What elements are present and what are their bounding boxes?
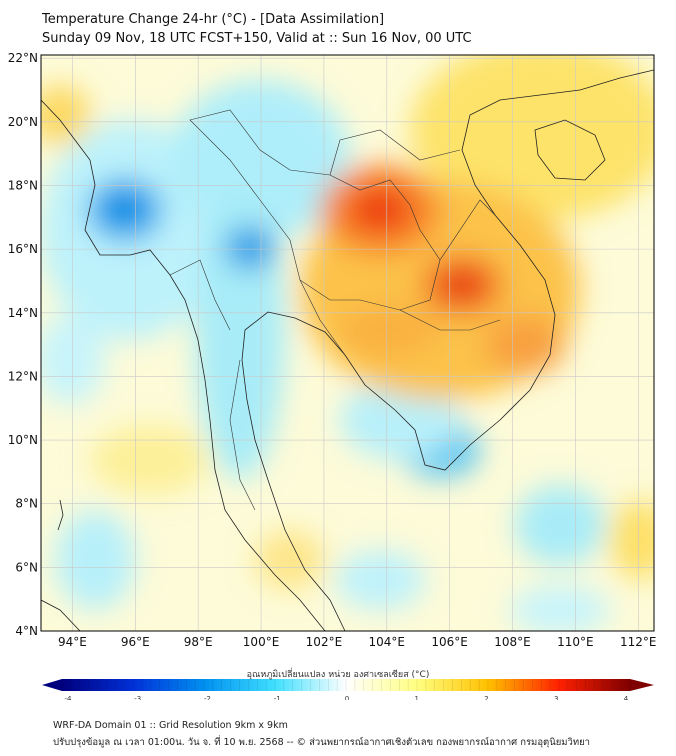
axis-ticks: 94°E 96°E 98°E 100°E 102°E 104°E 106°E 108°E 110…: [8, 51, 657, 649]
lon-tick-label: 96°E: [121, 635, 150, 649]
lat-tick-label: 8°N: [15, 497, 38, 511]
temperature-change-map: 94°E 96°E 98°E 100°E 102°E 104°E 106°E 108°E 110…: [8, 51, 657, 700]
chart-subtitle: Sunday 09 Nov, 18 UTC FCST+150, Valid at…: [42, 31, 472, 46]
colorbar-tick-label: 3: [554, 695, 558, 700]
map-frame: [40, 54, 655, 632]
lat-tick-label: 4°N: [15, 624, 38, 638]
colorbar-gradient: [62, 679, 630, 691]
coastlines: [41, 69, 654, 631]
colorbar-tick-label: -4: [65, 695, 73, 700]
lat-tick-label: 16°N: [8, 242, 38, 256]
lat-tick-label: 6°N: [15, 560, 38, 574]
lat-tick-label: 14°N: [8, 306, 38, 320]
lon-tick-label: 108°E: [494, 635, 531, 649]
colorbar-min-arrow: [42, 679, 62, 691]
lon-tick-label: 94°E: [58, 635, 87, 649]
map-field: [41, 55, 654, 631]
colorbar-tick-label: -3: [134, 695, 141, 700]
lon-tick-label: 112°E: [620, 635, 657, 649]
lon-tick-label: 102°E: [306, 635, 343, 649]
colorbar-tick-label: 2: [484, 695, 488, 700]
lat-tick-label: 12°N: [8, 369, 38, 383]
colorbar-tick-label: 1: [415, 695, 419, 700]
lat-tick-label: 10°N: [8, 433, 38, 447]
colorbar-tick-label: -1: [274, 695, 281, 700]
colorbar: -4 -3 -2 -1 0 1 2 3 4: [42, 679, 654, 700]
colorbar-tick-label: -2: [204, 695, 211, 700]
footer-update-info: ปรับปรุงข้อมูล ณ เวลา 01:00น. วัน จ. ที่…: [53, 737, 591, 748]
lon-tick-label: 110°E: [557, 635, 594, 649]
lat-tick-label: 18°N: [8, 178, 38, 192]
chart-title: Temperature Change 24-hr (°C) - [Data As…: [42, 12, 385, 27]
footer-model-info: WRF-DA Domain 01 :: Grid Resolution 9km …: [53, 720, 288, 731]
lon-tick-label: 106°E: [431, 635, 468, 649]
lon-tick-label: 100°E: [243, 635, 280, 649]
lat-tick-label: 22°N: [8, 51, 38, 65]
lat-tick-label: 20°N: [8, 115, 38, 129]
colorbar-tick-label: 4: [624, 695, 629, 700]
lon-tick-label: 98°E: [184, 635, 213, 649]
colorbar-label: อุณหภูมิเปลี่ยนแปลง หน่วย องศาเซลเซียส (…: [246, 670, 430, 680]
borders: [169, 109, 501, 511]
temperature-field: [41, 55, 654, 631]
lon-tick-label: 104°E: [369, 635, 406, 649]
colorbar-tick-label: 0: [345, 695, 349, 700]
colorbar-max-arrow: [630, 679, 654, 691]
